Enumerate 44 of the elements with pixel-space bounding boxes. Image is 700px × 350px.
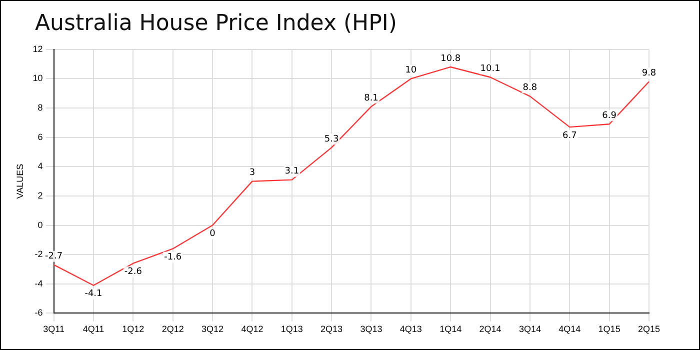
x-tick-label: 1Q15 bbox=[598, 324, 620, 334]
data-label: 8.8 bbox=[522, 83, 538, 94]
y-tick-label: 12 bbox=[32, 44, 43, 54]
data-label: 3 bbox=[249, 168, 256, 178]
data-label: 9.8 bbox=[642, 68, 656, 78]
y-axis-title: VALUES bbox=[14, 164, 25, 199]
y-tick-label: 6 bbox=[38, 132, 43, 142]
chart-title: Australia House Price Index (HPI) bbox=[35, 11, 397, 36]
y-tick-label: -2 bbox=[34, 249, 43, 260]
x-tick-label: 4Q14 bbox=[558, 324, 581, 334]
data-label: -2.7 bbox=[45, 252, 63, 262]
data-label: 6.7 bbox=[562, 130, 577, 141]
x-tick-label: 2Q14 bbox=[479, 324, 502, 334]
data-label: 0 bbox=[210, 229, 216, 240]
data-label: -1.6 bbox=[164, 252, 182, 263]
x-tick-label: 3Q12 bbox=[202, 324, 224, 334]
x-tick-label: 3Q13 bbox=[360, 324, 382, 334]
data-label: 10 bbox=[405, 66, 417, 76]
data-label: -4.1 bbox=[84, 289, 102, 300]
data-label: 3.1 bbox=[284, 166, 300, 177]
x-tick-label: 3Q14 bbox=[518, 324, 541, 334]
x-tick-label: 2Q15 bbox=[638, 324, 660, 334]
y-tick-label: 8 bbox=[38, 102, 43, 113]
x-tick-label: 1Q13 bbox=[280, 324, 303, 334]
y-tick-label: 2 bbox=[38, 190, 43, 200]
x-tick-label: 1Q14 bbox=[440, 324, 462, 334]
x-tick-label: 2Q12 bbox=[162, 324, 184, 334]
x-tick-label: 3Q11 bbox=[43, 324, 64, 334]
y-tick-label: 10 bbox=[32, 73, 43, 84]
y-tick-label: -4 bbox=[34, 278, 43, 288]
y-tick-label: 0 bbox=[38, 220, 43, 230]
y-tick-label: 4 bbox=[38, 161, 43, 172]
data-label: 8.1 bbox=[364, 93, 378, 104]
data-label: 6.9 bbox=[602, 110, 617, 121]
y-tick-label: -6 bbox=[34, 308, 43, 318]
data-label: -2.6 bbox=[124, 267, 142, 278]
x-tick-label: 2Q13 bbox=[320, 324, 343, 334]
x-tick-label: 4Q11 bbox=[82, 324, 104, 334]
data-label: 10.8 bbox=[440, 54, 461, 64]
data-label: 5.3 bbox=[324, 134, 339, 144]
x-tick-label: 4Q13 bbox=[400, 324, 422, 334]
data-label: 10.1 bbox=[480, 64, 500, 74]
x-tick-label: 1Q12 bbox=[122, 324, 144, 334]
x-tick-label: 4Q12 bbox=[241, 324, 264, 334]
